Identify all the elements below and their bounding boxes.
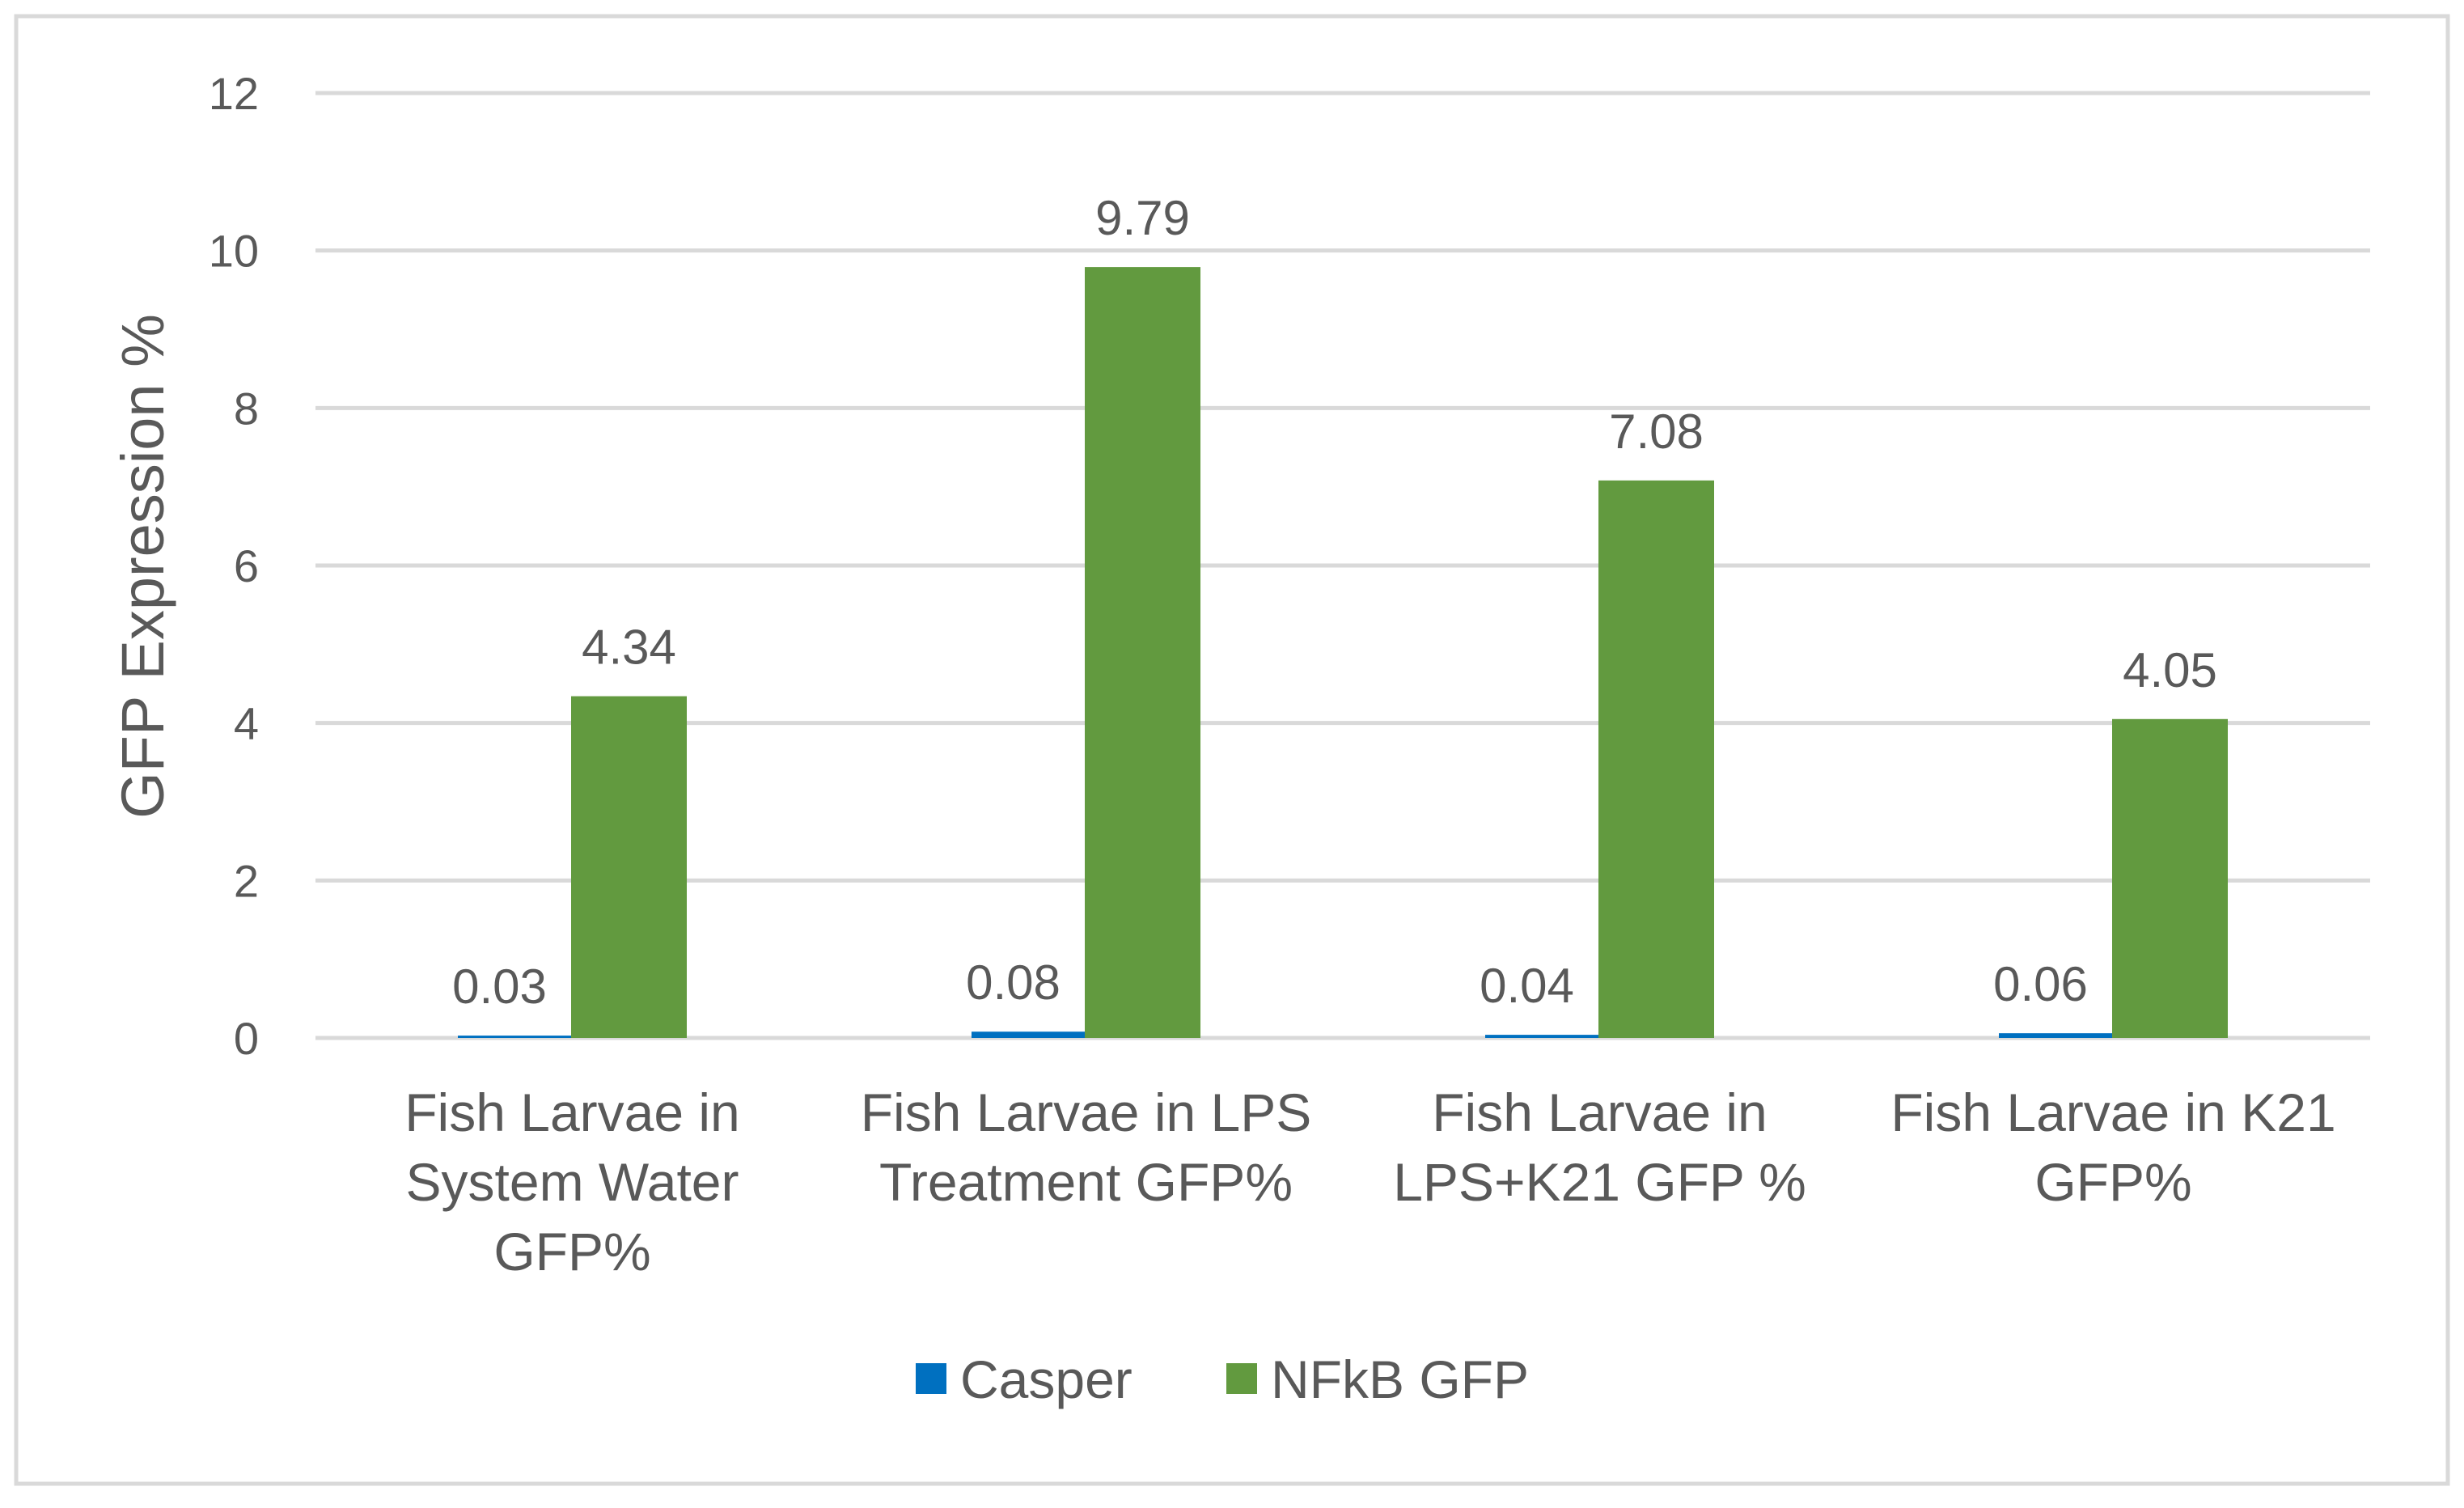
category-label: Fish Larvae in LPS bbox=[861, 1082, 1312, 1142]
bar-casper bbox=[972, 1031, 1087, 1038]
y-tick-label: 12 bbox=[209, 68, 259, 119]
data-label: 0.03 bbox=[452, 959, 547, 1014]
bar-nfkb-gfp bbox=[1085, 267, 1200, 1038]
category-label: LPS+K21 GFP % bbox=[1393, 1152, 1806, 1212]
y-tick-label: 6 bbox=[234, 540, 259, 591]
y-tick-label: 0 bbox=[234, 1013, 259, 1064]
data-label: 4.34 bbox=[582, 621, 676, 675]
legend: Casper NFkB GFP bbox=[916, 1349, 1529, 1409]
category-label: Fish Larvae in K21 bbox=[1890, 1082, 2335, 1142]
data-label: 0.06 bbox=[1993, 957, 2088, 1011]
y-tick-label: 4 bbox=[234, 698, 259, 749]
bar-nfkb-gfp bbox=[1598, 480, 1714, 1038]
labels: 0 2 4 6 8 10 12 0.03 4.34 Fish Larvae in System Wa… bbox=[209, 68, 2336, 1281]
data-label: 7.08 bbox=[1609, 405, 1704, 459]
y-tick-label: 10 bbox=[209, 226, 259, 277]
category-label: GFP% bbox=[2034, 1152, 2191, 1212]
bar-nfkb-gfp bbox=[2112, 718, 2228, 1038]
category-label: Fish Larvae in bbox=[1432, 1082, 1768, 1142]
data-label: 0.04 bbox=[1480, 959, 1574, 1013]
category-label: Treatment GFP% bbox=[879, 1152, 1293, 1212]
data-label: 0.08 bbox=[966, 955, 1061, 1010]
bars bbox=[458, 267, 2228, 1038]
bar-casper bbox=[458, 1036, 574, 1038]
bar-casper bbox=[1485, 1035, 1601, 1038]
y-tick-label: 2 bbox=[234, 855, 259, 906]
bar-casper bbox=[1999, 1033, 2115, 1038]
legend-swatch bbox=[916, 1363, 946, 1394]
category-label: Fish Larvae in bbox=[404, 1082, 740, 1142]
category-label: System Water bbox=[406, 1152, 739, 1212]
category-label: GFP% bbox=[493, 1222, 650, 1281]
legend-swatch bbox=[1226, 1363, 1257, 1394]
legend-label: Casper bbox=[960, 1349, 1133, 1409]
chart-border bbox=[14, 14, 2450, 1486]
y-axis-title: GFP Expression % bbox=[109, 314, 176, 819]
legend-label: NFkB GFP bbox=[1271, 1349, 1529, 1409]
y-tick-label: 8 bbox=[234, 383, 259, 434]
bar-nfkb-gfp bbox=[571, 696, 687, 1038]
data-label: 4.05 bbox=[2123, 643, 2217, 697]
data-label: 9.79 bbox=[1095, 191, 1190, 245]
